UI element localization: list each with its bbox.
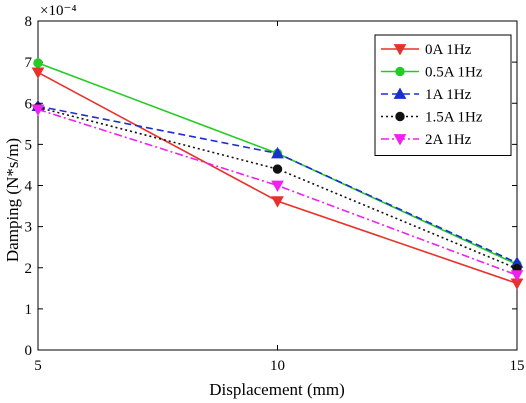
data-point bbox=[31, 67, 45, 79]
legend-marker bbox=[393, 87, 407, 99]
y-tick-label: 6 bbox=[25, 96, 33, 112]
legend-marker bbox=[395, 111, 405, 122]
legend-label: 0.5A 1Hz bbox=[425, 65, 483, 81]
legend-label: 2A 1Hz bbox=[425, 132, 472, 148]
data-point bbox=[271, 180, 284, 193]
y-tick-label: 4 bbox=[25, 179, 33, 195]
legend-item: 2A 1Hz bbox=[381, 132, 472, 148]
data-point bbox=[33, 58, 43, 68]
data-point bbox=[272, 164, 283, 174]
x-tick-label: 5 bbox=[34, 358, 42, 374]
y-tick-label: 8 bbox=[25, 14, 33, 30]
legend-item: 0.5A 1Hz bbox=[381, 65, 483, 81]
legend-item: 0A 1Hz bbox=[381, 42, 472, 58]
series-line bbox=[37, 106, 518, 270]
y-tick-label: 1 bbox=[25, 302, 33, 318]
series-layer bbox=[31, 58, 524, 290]
axes: 0 1 2 3 4 5 6 7 8 5 10 15 bbox=[25, 14, 525, 374]
legend-label: 0A 1Hz bbox=[425, 42, 472, 58]
legend-marker bbox=[393, 134, 407, 146]
data-point bbox=[271, 196, 284, 208]
data-point bbox=[510, 270, 524, 282]
legend: 0A 1Hz 0.5A 1Hz 1A 1Hz 1.5A 1Hz 2A 1Hz bbox=[374, 34, 512, 156]
y-tick-label: 5 bbox=[25, 137, 33, 153]
x-axis-label: Displacement (mm) bbox=[209, 380, 345, 399]
data-point bbox=[271, 146, 284, 159]
y-tick-label: 3 bbox=[25, 220, 33, 236]
y-axis-exponent-label: ×10⁻⁴ bbox=[40, 3, 77, 19]
y-tick-label: 7 bbox=[25, 55, 33, 71]
legend-marker bbox=[393, 44, 407, 56]
y-tick-label: 2 bbox=[25, 261, 33, 277]
legend-item: 1A 1Hz bbox=[381, 87, 472, 103]
data-point bbox=[31, 104, 45, 116]
legend-marker bbox=[395, 66, 405, 77]
x-tick-label: 15 bbox=[510, 358, 525, 374]
y-axis-label: Damping (N*s/m) bbox=[3, 138, 22, 262]
y-tick-label: 0 bbox=[25, 343, 33, 359]
legend-label: 1A 1Hz bbox=[425, 87, 472, 103]
series-4 bbox=[31, 104, 524, 282]
x-tick-label: 10 bbox=[270, 358, 285, 374]
legend-item: 1.5A 1Hz bbox=[381, 110, 483, 126]
legend-label: 1.5A 1Hz bbox=[425, 110, 483, 126]
